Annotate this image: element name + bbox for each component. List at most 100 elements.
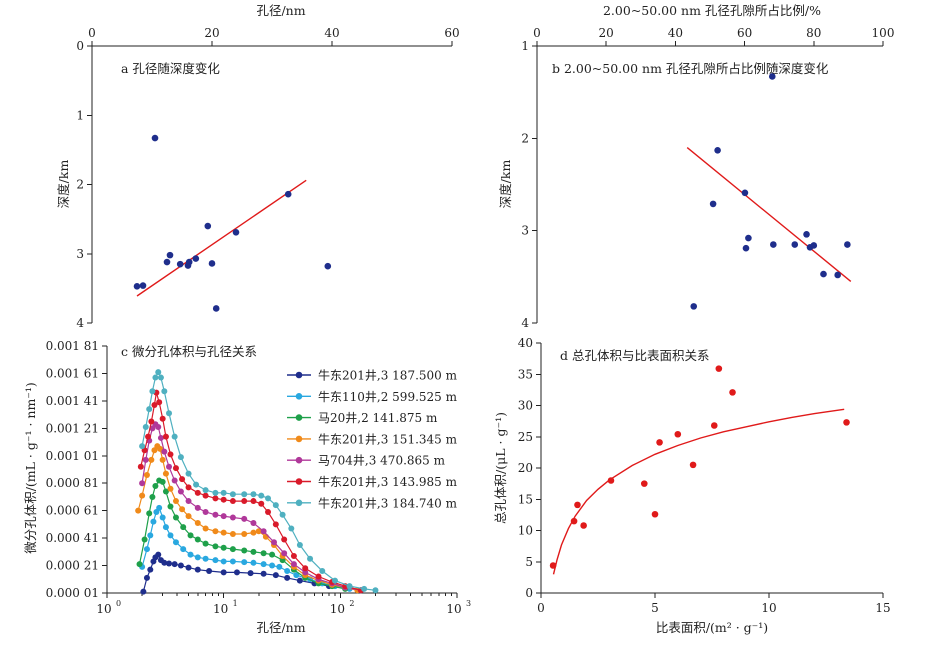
panel-c-axes (106, 346, 457, 594)
panel-b-xtick-label: 80 (806, 26, 821, 40)
panel-c-series-point (185, 484, 192, 491)
panel-c-ytick-label: 0.000 61 (46, 504, 99, 518)
panel-b-point (791, 241, 799, 248)
panel-c-ytick-label: 0.000 21 (46, 559, 99, 573)
panel-c-ytick-label: 0.001 01 (46, 449, 99, 463)
panel-a-point (139, 282, 147, 289)
panel-c-series-point (155, 369, 162, 376)
panel-c: 10 0 10 1 10 2 10 3 0.000 01 0.000 21 0.000 41 0.00… (23, 339, 471, 635)
panel-c-series-point (293, 572, 300, 579)
panel-c-series-point (139, 492, 146, 499)
panel-c-series-point (157, 434, 164, 441)
legend-swatch-marker (295, 371, 303, 379)
panel-c-series-point (202, 487, 209, 494)
panel-d-ytick-label: 40 (518, 336, 533, 350)
legend-label: 牛东201井,3 151.345 m (318, 431, 458, 446)
panel-c-series-point (220, 544, 227, 551)
panel-c-series-3 (136, 477, 349, 592)
panel-c-series-point (172, 465, 179, 472)
panel-c-series-7 (139, 369, 379, 594)
panel-c-series-point (161, 448, 168, 455)
panel-b-xtick-label: 0 (533, 26, 541, 40)
panel-a-ticks: 0 20 40 60 0 1 2 3 4 (76, 26, 459, 330)
panel-c-series-point (290, 552, 297, 559)
panel-d-points (549, 365, 850, 569)
panel-a-trendline (136, 179, 307, 297)
panel-d-ytick-label: 20 (518, 461, 533, 475)
panel-c-series-point (142, 456, 149, 463)
panel-b-point (709, 200, 717, 208)
panel-c-series-point (233, 569, 240, 576)
panel-c-series-point (166, 560, 173, 567)
panel-c-series-point (241, 530, 248, 537)
panel-c-series-point (162, 488, 169, 495)
panel-c-series-point (296, 541, 303, 548)
panel-b-trendline (686, 147, 852, 282)
panel-d-ytick-label: 15 (518, 492, 533, 506)
panel-d-title: d 总孔体积与比表面积关系 (560, 348, 709, 363)
panel-c-series-point (229, 491, 236, 498)
panel-a-xtick-label: 0 (88, 26, 96, 40)
panel-c-series-point (229, 558, 236, 565)
panel-b-point (820, 270, 827, 278)
panel-c-series-point (315, 573, 322, 580)
panel-c-series-point (279, 511, 286, 518)
panel-c-series-point (148, 456, 155, 463)
panel-c-series-point (212, 543, 219, 550)
legend-label: 牛东201井,3 187.500 m (318, 368, 458, 383)
panel-c-series-point (179, 476, 186, 483)
panel-c-series-point (161, 559, 168, 566)
panel-d-point (607, 477, 615, 484)
panel-c-ytick-label: 0.001 81 (46, 339, 99, 353)
panel-c-series-point (241, 515, 248, 522)
panel-a-title: a 孔径随深度变化 (121, 61, 220, 76)
legend-label: 牛东201井,3 143.985 m (318, 474, 458, 489)
panel-c-xlabel: 孔径/nm (256, 620, 305, 635)
panel-c-ytick-label: 0.001 41 (46, 394, 99, 408)
panel-c-series-point (135, 507, 142, 514)
panel-c-series-point (179, 506, 186, 513)
panel-d-ytick-label: 35 (518, 367, 533, 381)
panel-c-series-point (193, 481, 200, 488)
panel-c-series-point (149, 493, 156, 500)
panel-b-xlabel: 2.00~50.00 nm 孔径孔隙所占比例/% (603, 3, 821, 18)
panel-b-trendline-line (686, 147, 852, 282)
panel-c-series-point (149, 388, 156, 395)
panel-c-series-point (296, 577, 303, 584)
panel-d-point (574, 501, 581, 509)
panel-c-series-point (260, 550, 267, 557)
panel-c-series-point (180, 546, 187, 553)
panel-c-series-point (212, 528, 219, 535)
panel-b-point (742, 244, 750, 252)
panel-a-ytick-label: 1 (76, 108, 84, 122)
panel-c-series-point (194, 520, 201, 527)
panel-d-ytick-label: 10 (518, 524, 533, 538)
panel-c-series-point (220, 529, 227, 536)
panel-b-points (690, 73, 851, 310)
panel-a-point (151, 134, 159, 142)
panel-c-series-point (272, 502, 279, 509)
panel-c-ytick-label: 0.000 01 (46, 586, 99, 600)
panel-c-series-point (157, 445, 164, 452)
panel-c-series-point (140, 588, 147, 595)
panel-c-series-point (194, 489, 201, 496)
panel-c-series-point (269, 562, 276, 569)
panel-c-series-point (272, 572, 279, 579)
panel-d-point (710, 422, 718, 429)
panel-c-series-point (147, 566, 154, 573)
panel-c-series-point (241, 498, 248, 505)
panel-c-series-point (220, 489, 227, 496)
panel-c-series-point (220, 569, 227, 576)
panel-c-series (135, 369, 379, 595)
panel-c-series-point (290, 561, 297, 568)
panel-c-series-point (202, 509, 209, 516)
panel-a-ylabel: 深度/km (56, 160, 71, 209)
panel-c-series-point (212, 557, 219, 564)
panel-c-ylabel: 微分孔体积/(mL · g⁻¹ · nm⁻¹) (23, 382, 38, 554)
panel-b-xtick-label: 40 (668, 26, 683, 40)
legend-swatch-marker (295, 499, 303, 507)
panel-c-series-point (250, 559, 257, 566)
panel-c-series-point (171, 561, 178, 568)
